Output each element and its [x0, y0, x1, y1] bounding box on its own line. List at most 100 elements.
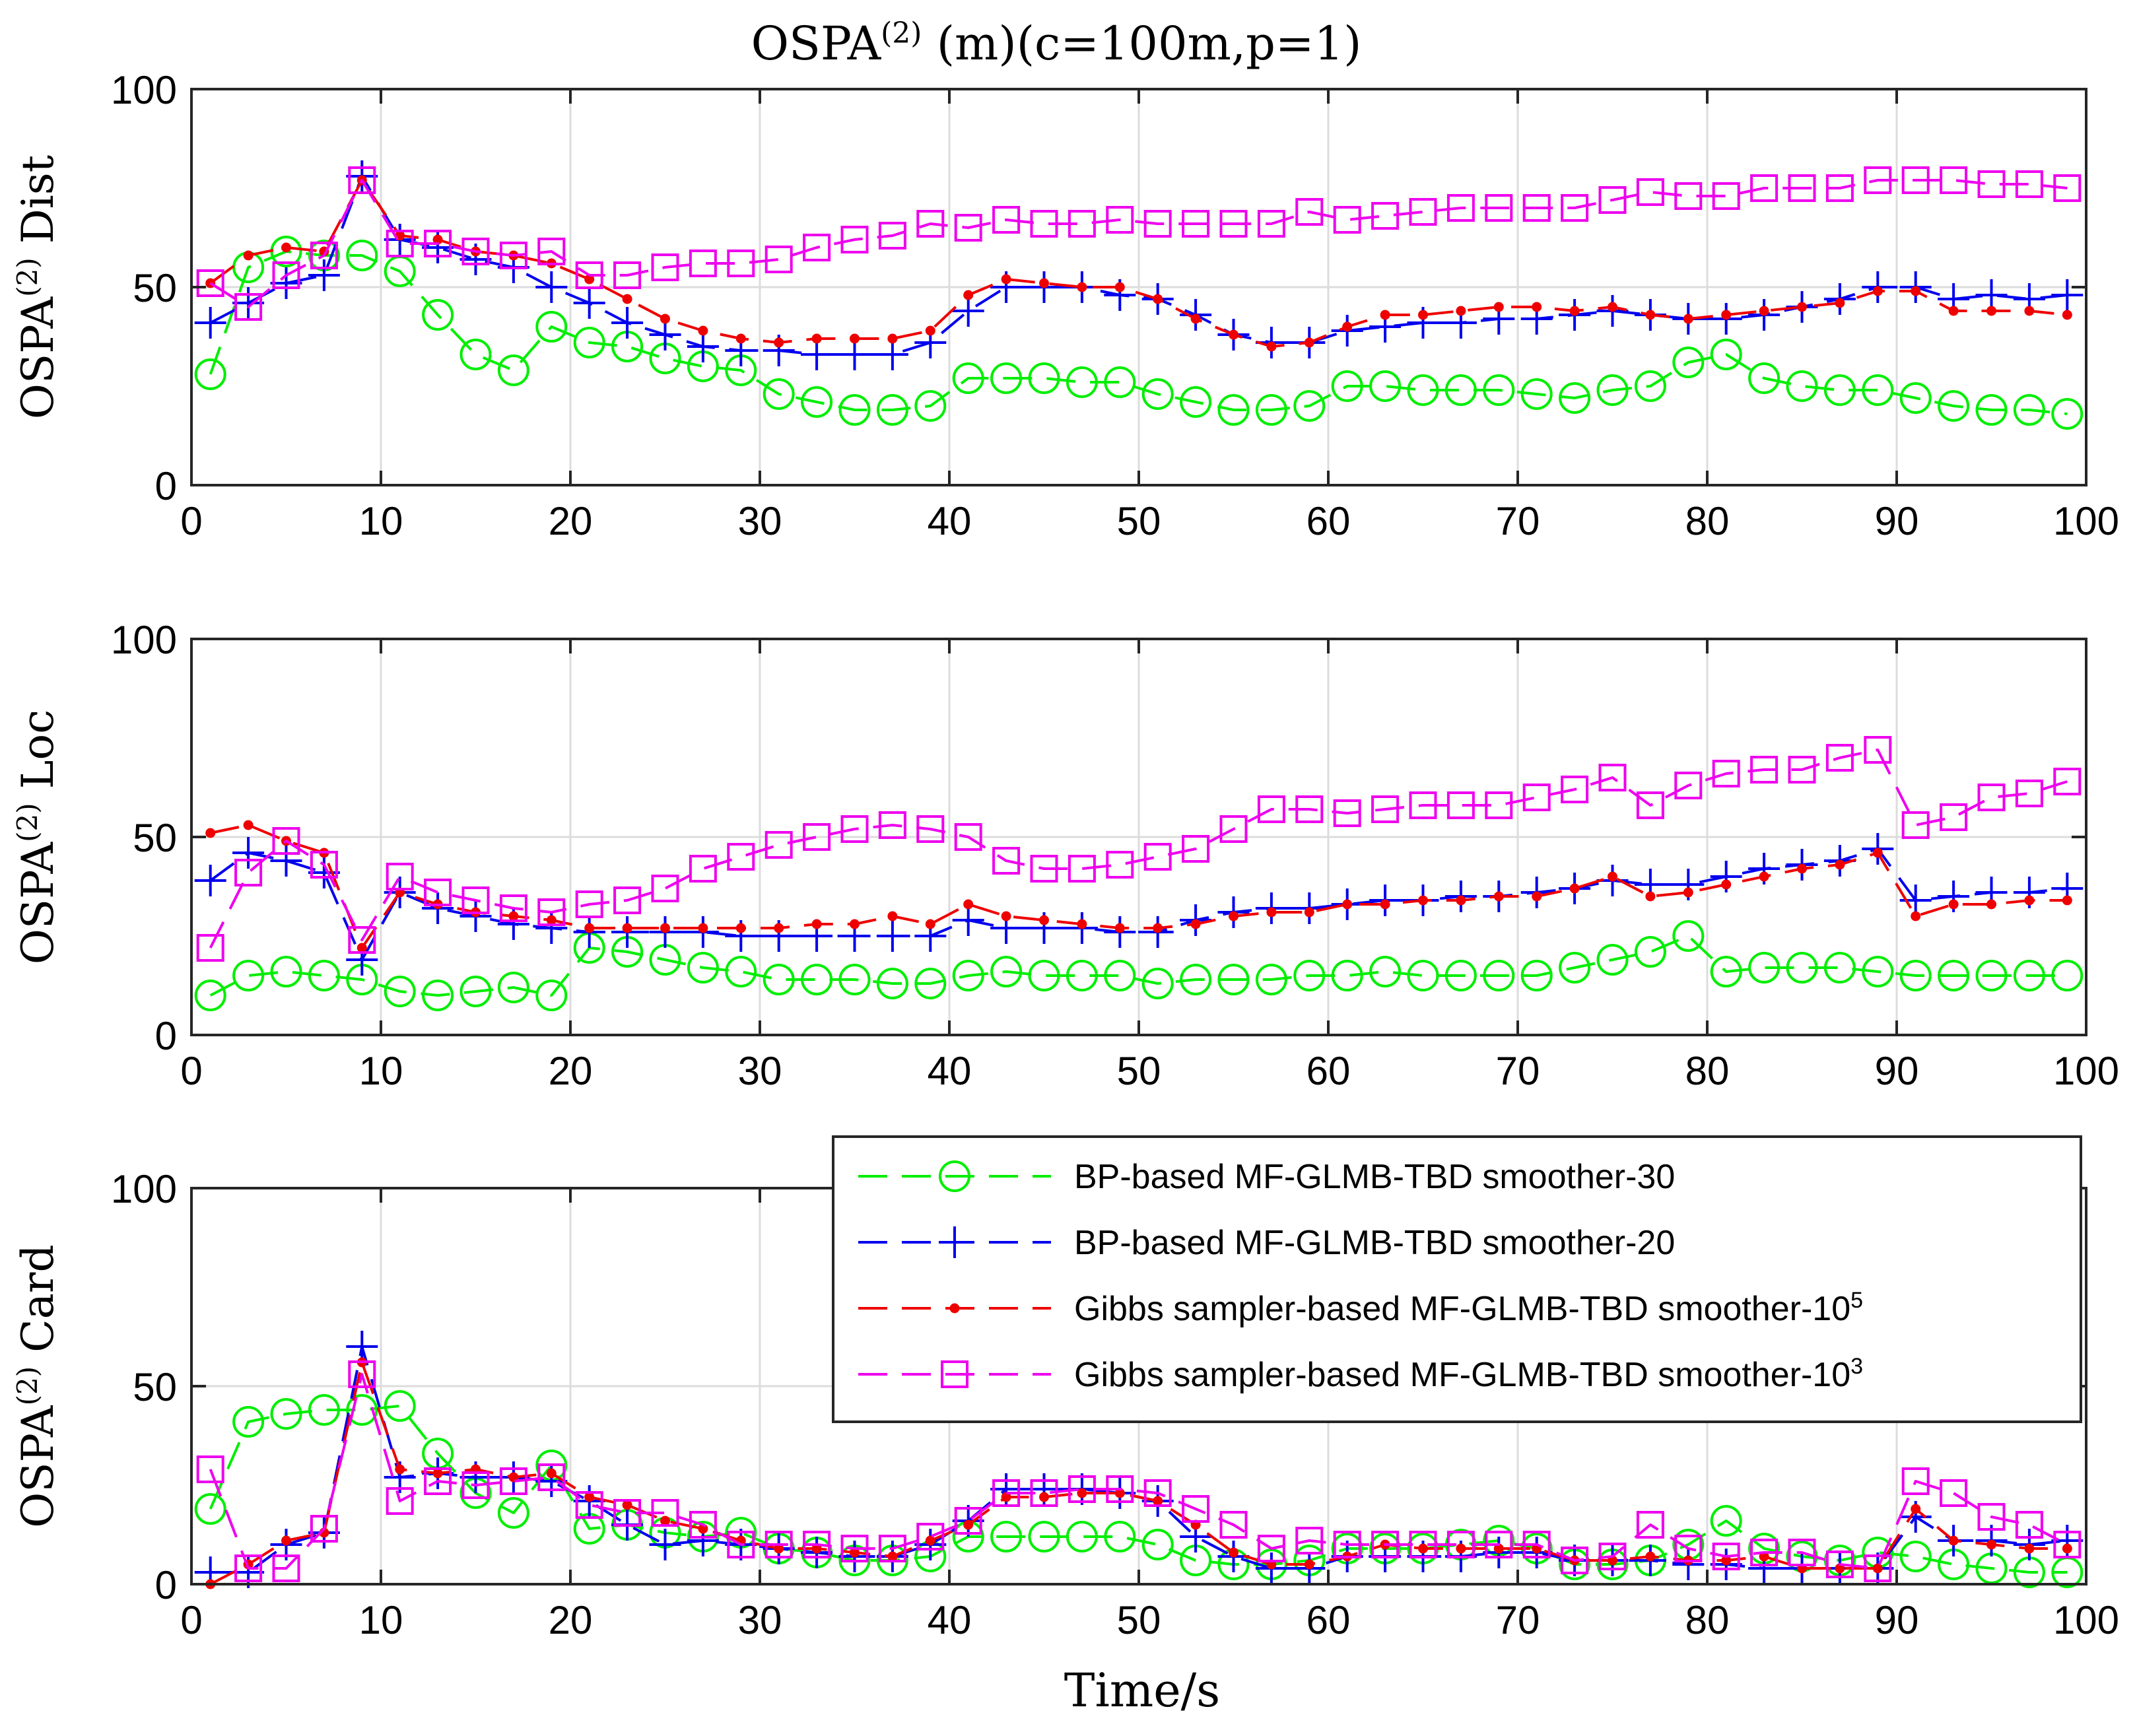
data-point-green: [876, 968, 908, 999]
data-point-red: [1683, 314, 1693, 324]
data-point-red: [1948, 1535, 1959, 1546]
data-point-magenta: [764, 831, 793, 859]
x-tick-label: 40: [928, 499, 972, 543]
data-point-red: [1872, 1563, 1883, 1574]
data-point-green: [1104, 1521, 1136, 1552]
data-point-magenta: [196, 1455, 224, 1483]
data-point-green: [1331, 960, 1363, 991]
y-axis-label: OSPA(2) Dist: [11, 155, 64, 419]
y-tick-label: 0: [155, 1563, 177, 1607]
data-point-magenta: [461, 886, 490, 914]
data-point-magenta: [499, 242, 527, 269]
data-point-magenta: [613, 261, 642, 289]
series-line-magenta: [209, 179, 2068, 308]
data-point-magenta: [1295, 1527, 1324, 1554]
data-point-magenta: [1940, 166, 1968, 194]
data-point-blue: [838, 339, 871, 370]
data-point-magenta: [1106, 1475, 1134, 1503]
data-point-magenta: [954, 823, 982, 851]
series-magenta: [196, 736, 2082, 962]
data-point-magenta: [1485, 1531, 1513, 1558]
data-point-green: [1141, 968, 1174, 999]
data-point-magenta: [840, 226, 869, 253]
data-point-magenta: [954, 214, 982, 242]
data-point-green: [194, 1493, 226, 1525]
data-point-blue: [611, 307, 644, 339]
data-point-green: [952, 362, 984, 394]
data-point-red: [1986, 899, 1996, 910]
data-point-magenta: [1295, 198, 1324, 226]
x-tick-label: 30: [738, 499, 782, 543]
legend-marker-green: [939, 1160, 970, 1192]
data-point-magenta: [1674, 182, 1703, 210]
data-point-magenta: [803, 823, 831, 851]
data-point-magenta: [613, 1499, 642, 1527]
data-point-magenta: [234, 859, 263, 886]
data-point-green: [270, 1398, 302, 1430]
data-point-magenta: [1940, 803, 1968, 831]
data-point-green: [1217, 964, 1250, 995]
data-point-red: [1456, 306, 1466, 316]
data-point-magenta: [1750, 1539, 1779, 1566]
data-point-magenta: [1901, 1467, 1930, 1495]
x-tick-label: 10: [359, 499, 403, 543]
data-point-green: [876, 394, 908, 426]
data-point-magenta: [461, 238, 490, 265]
data-point-red: [622, 1500, 632, 1510]
data-point-blue: [535, 271, 568, 303]
data-point-magenta: [1106, 851, 1134, 879]
data-point-red: [1683, 887, 1693, 898]
data-point-magenta: [1561, 194, 1589, 222]
data-point-red: [1304, 337, 1314, 348]
x-tick-label: 0: [180, 1049, 202, 1093]
data-point-magenta: [2053, 768, 2082, 795]
data-point-magenta: [651, 875, 679, 902]
data-point-green: [1559, 952, 1591, 984]
series-line-red: [210, 824, 2068, 949]
data-point-magenta: [1371, 202, 1400, 230]
legend-entry-green: BP-based MF-GLMB-TBD smoother-30: [858, 1158, 1675, 1196]
data-point-magenta: [916, 1523, 945, 1551]
data-point-red: [1039, 278, 1049, 288]
data-point-magenta: [1712, 1543, 1740, 1570]
x-tick-label: 50: [1117, 1049, 1161, 1093]
series-line-green: [209, 935, 2068, 997]
data-point-green: [384, 1390, 416, 1422]
data-point-magenta: [196, 934, 224, 962]
data-point-red: [1001, 274, 1011, 284]
data-point-green: [838, 394, 871, 426]
data-point-magenta: [1409, 791, 1437, 819]
data-point-magenta: [1674, 1535, 1703, 1562]
data-point-magenta: [1750, 174, 1779, 202]
data-point-red: [356, 943, 367, 953]
data-point-magenta: [272, 1554, 300, 1582]
legend: BP-based MF-GLMB-TBD smoother-30 BP-based…: [832, 1135, 2082, 1423]
data-point-red: [1645, 891, 1656, 902]
data-point-red: [1493, 302, 1504, 312]
data-point-magenta: [651, 1499, 679, 1527]
data-point-blue: [270, 845, 302, 877]
data-point-green: [1104, 366, 1136, 398]
data-point-green: [1180, 386, 1212, 418]
data-point-red: [395, 1464, 405, 1475]
data-point-magenta: [651, 253, 679, 281]
data-point-green: [1483, 960, 1515, 991]
data-point-red: [1986, 1539, 1996, 1550]
data-point-green: [194, 980, 226, 1011]
data-point-green: [990, 362, 1023, 394]
data-point-magenta: [310, 851, 338, 879]
legend-marker-blue: [939, 1226, 970, 1258]
data-point-magenta: [916, 210, 945, 238]
y-tick-label: 0: [155, 1014, 177, 1058]
x-tick-label: 40: [928, 1598, 972, 1642]
grid-lines: [191, 639, 2086, 1035]
data-point-magenta: [424, 1467, 452, 1495]
data-point-magenta: [1295, 795, 1324, 823]
data-point-red: [1797, 302, 1807, 312]
data-point-magenta: [1636, 791, 1664, 819]
data-point-red: [963, 290, 974, 300]
data-point-red: [2024, 895, 2035, 906]
data-point-red: [622, 294, 632, 304]
data-point-magenta: [234, 1554, 263, 1582]
data-point-magenta: [727, 843, 755, 871]
